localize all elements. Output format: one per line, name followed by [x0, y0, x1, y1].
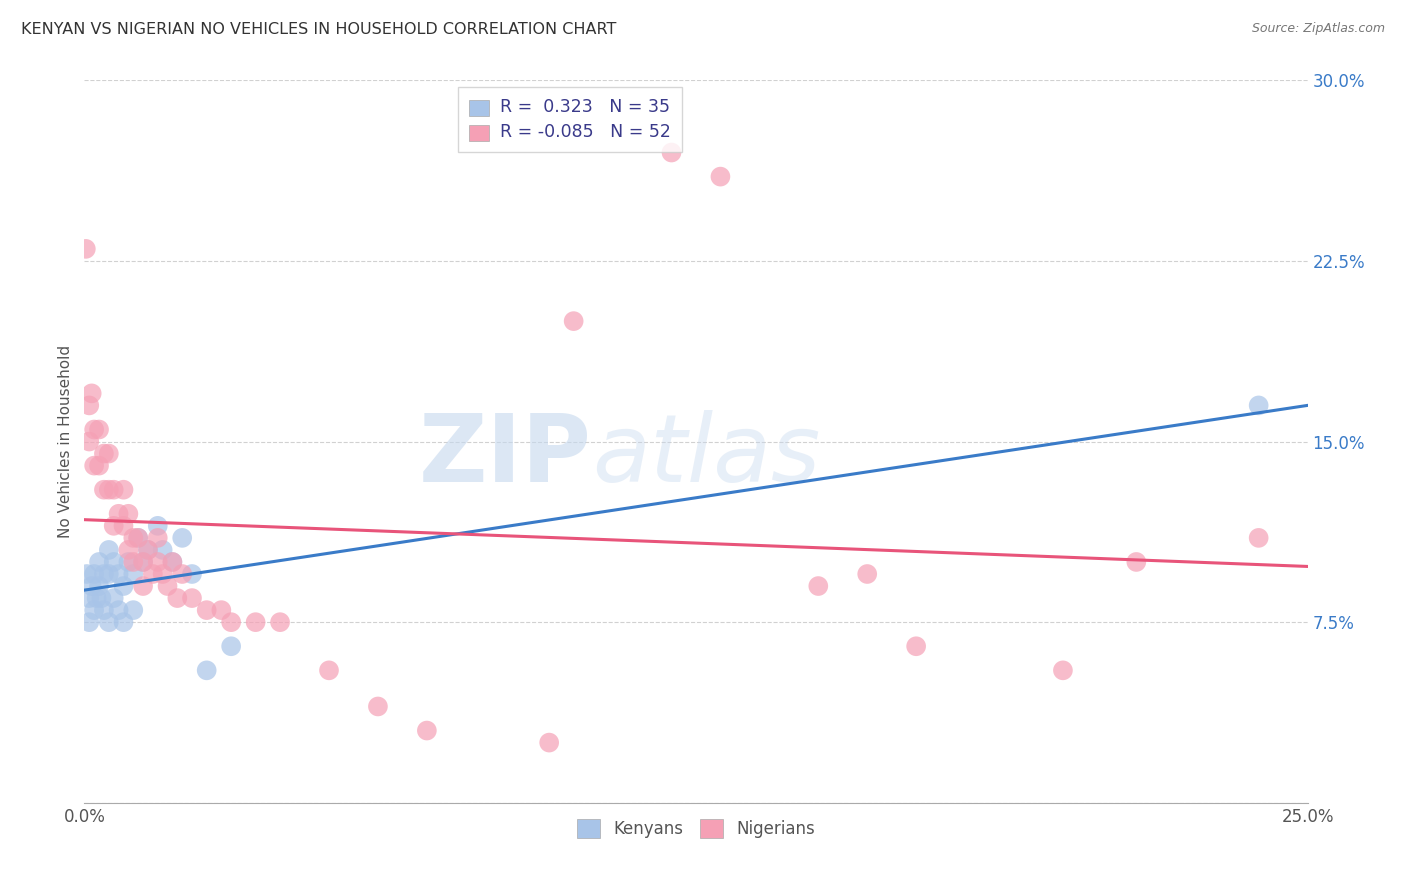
Point [77, 591, 100, 605]
Point [122, 603, 145, 617]
Text: ZIP: ZIP [419, 410, 592, 502]
Point [905, 639, 928, 653]
Point [80, 386, 103, 401]
Point [77, 434, 100, 449]
Point [75, 242, 97, 256]
Point [83, 458, 105, 473]
Point [122, 567, 145, 582]
Point [172, 567, 194, 582]
Point [856, 567, 879, 582]
Point [93, 567, 115, 582]
Point [97, 446, 120, 460]
Point [97, 567, 120, 582]
Point [80, 579, 103, 593]
Point [416, 723, 439, 738]
Point [87, 579, 110, 593]
Point [152, 567, 174, 582]
Point [136, 542, 159, 557]
Point [127, 531, 149, 545]
Point [318, 664, 340, 678]
Point [117, 507, 139, 521]
Point [132, 555, 155, 569]
Point [83, 603, 105, 617]
Point [103, 555, 125, 569]
Point [103, 591, 125, 605]
Point [219, 615, 242, 630]
Y-axis label: No Vehicles in Household: No Vehicles in Household [58, 345, 73, 538]
Point [156, 579, 179, 593]
Point [107, 567, 129, 582]
Text: KENYAN VS NIGERIAN NO VEHICLES IN HOUSEHOLD CORRELATION CHART: KENYAN VS NIGERIAN NO VEHICLES IN HOUSEH… [21, 22, 616, 37]
Point [122, 531, 145, 545]
Point [1247, 398, 1270, 412]
Point [132, 579, 155, 593]
Point [77, 398, 100, 412]
Point [117, 555, 139, 569]
Point [93, 446, 115, 460]
Point [195, 603, 218, 617]
Point [166, 591, 188, 605]
Point [146, 518, 169, 533]
Point [87, 422, 110, 436]
Point [93, 483, 115, 497]
Point [83, 567, 105, 582]
Point [709, 169, 731, 184]
Point [1125, 555, 1147, 569]
Point [367, 699, 389, 714]
Point [117, 542, 139, 557]
Point [245, 615, 267, 630]
Point [93, 603, 115, 617]
Point [1052, 664, 1074, 678]
Point [122, 555, 145, 569]
Point [112, 518, 135, 533]
Point [87, 555, 110, 569]
Point [77, 615, 100, 630]
Legend: Kenyans, Nigerians: Kenyans, Nigerians [569, 813, 823, 845]
Point [97, 483, 120, 497]
Text: Source: ZipAtlas.com: Source: ZipAtlas.com [1251, 22, 1385, 36]
Point [112, 615, 135, 630]
Point [112, 579, 135, 593]
Point [219, 639, 242, 653]
Point [86, 591, 108, 605]
Point [76, 567, 98, 582]
Point [562, 314, 585, 328]
Point [181, 567, 204, 582]
Text: atlas: atlas [592, 410, 820, 501]
Point [90, 591, 112, 605]
Point [103, 483, 125, 497]
Point [107, 507, 129, 521]
Point [1247, 531, 1270, 545]
Point [209, 603, 232, 617]
Point [97, 542, 120, 557]
Point [103, 518, 125, 533]
Point [162, 555, 184, 569]
Point [87, 458, 110, 473]
Point [107, 603, 129, 617]
Point [538, 735, 561, 749]
Point [661, 145, 683, 160]
Point [127, 531, 149, 545]
Point [269, 615, 291, 630]
Point [152, 542, 174, 557]
Point [146, 531, 169, 545]
Point [162, 555, 184, 569]
Point [146, 555, 169, 569]
Point [132, 555, 155, 569]
Point [807, 579, 830, 593]
Point [112, 483, 135, 497]
Point [181, 591, 204, 605]
Point [142, 567, 165, 582]
Point [172, 531, 194, 545]
Point [136, 542, 159, 557]
Point [195, 664, 218, 678]
Point [83, 422, 105, 436]
Point [97, 615, 120, 630]
